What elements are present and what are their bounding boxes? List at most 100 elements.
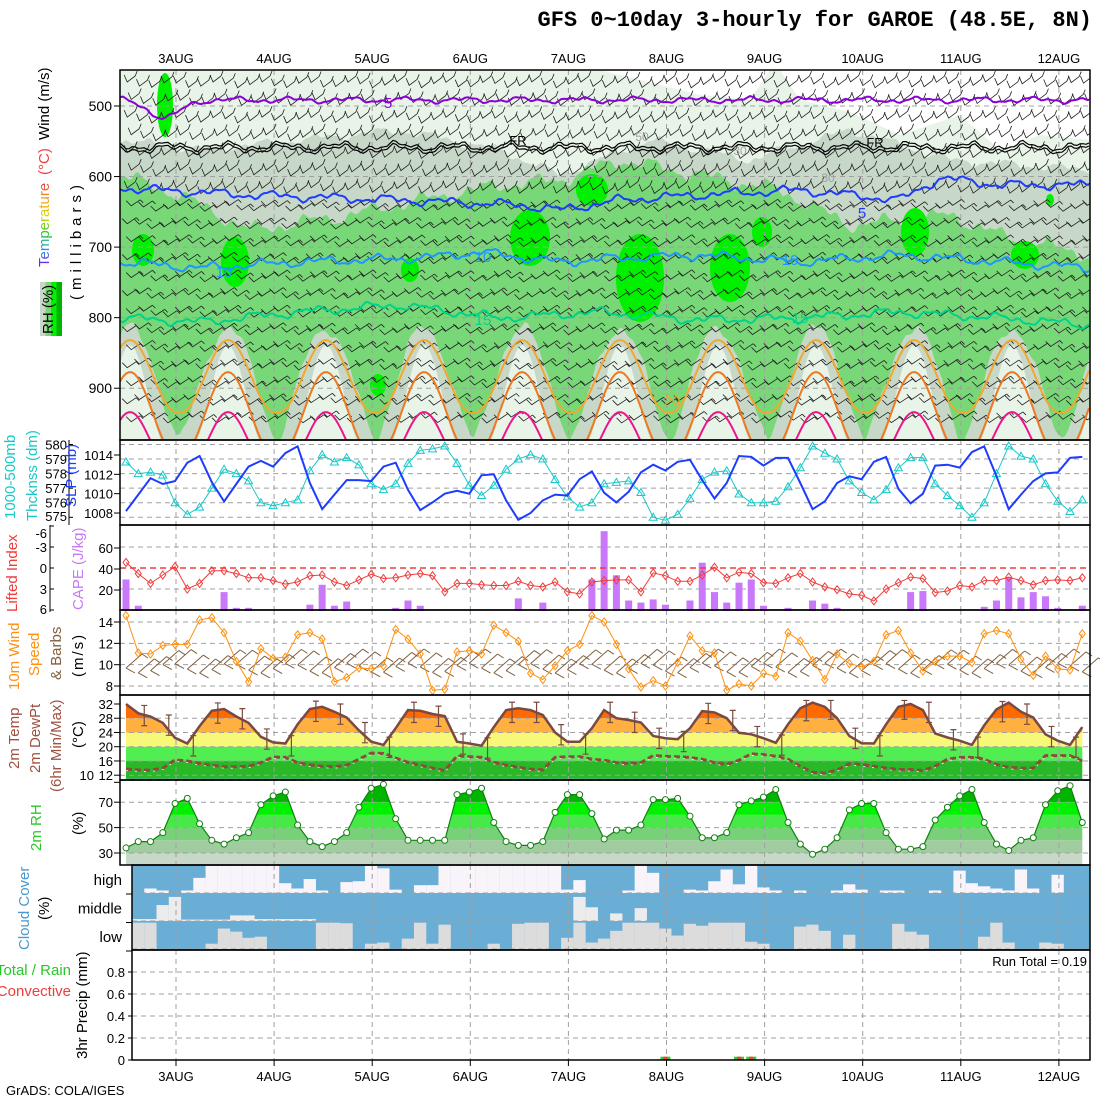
wind-barb bbox=[587, 218, 606, 225]
bottom-day-label: 10AUG bbox=[841, 1069, 884, 1084]
wind-barb bbox=[285, 274, 303, 281]
wind-barb bbox=[955, 393, 974, 401]
cloud-bar-high bbox=[561, 889, 574, 893]
wind-barb bbox=[134, 217, 152, 225]
wind-barb bbox=[761, 176, 776, 189]
cloud-bar-low bbox=[818, 930, 831, 949]
rh-above-90-area bbox=[901, 208, 929, 256]
contour-label: FR bbox=[509, 133, 526, 148]
wind-barb bbox=[330, 257, 348, 265]
wind-barb bbox=[1091, 358, 1100, 364]
wind-barb bbox=[812, 269, 831, 277]
cloud-bar-high bbox=[830, 890, 844, 893]
rh-point bbox=[845, 806, 853, 814]
wind-barb bbox=[356, 176, 371, 189]
cloud-bar-middle bbox=[303, 919, 316, 921]
thickness-point bbox=[1040, 478, 1051, 488]
surface-wind-barb bbox=[419, 652, 443, 673]
minmax-errorbar bbox=[754, 725, 761, 748]
wind-barb bbox=[1035, 123, 1049, 136]
wind-barb bbox=[591, 270, 610, 277]
thickness-point bbox=[145, 467, 156, 476]
minmax-errorbar bbox=[950, 729, 957, 751]
cape-bar bbox=[539, 602, 547, 611]
wind-speed-point bbox=[833, 649, 841, 659]
wind-barb bbox=[567, 415, 585, 423]
temp-label-1: 2m Temp bbox=[6, 707, 23, 769]
wind-barb bbox=[371, 341, 389, 349]
wind-barb bbox=[1069, 310, 1088, 317]
upper-air-panel bbox=[120, 70, 1100, 440]
wind-barb bbox=[330, 396, 348, 404]
cape-bar bbox=[686, 600, 694, 611]
wind-barb bbox=[771, 288, 790, 296]
rh-point bbox=[1017, 836, 1025, 844]
wind-barb bbox=[162, 202, 181, 210]
rh-above-90-area bbox=[401, 258, 419, 282]
wind-barb bbox=[187, 305, 205, 313]
cape-bar bbox=[747, 579, 755, 611]
rh-point bbox=[134, 838, 142, 846]
cloud-bar-high bbox=[622, 890, 635, 893]
rh-point bbox=[796, 840, 804, 848]
rh-above-90-area bbox=[1046, 194, 1054, 206]
wind-barb bbox=[636, 219, 655, 227]
wind-speed-point bbox=[588, 610, 596, 621]
wind-barb bbox=[980, 218, 998, 226]
minmax-errorbar bbox=[852, 727, 859, 750]
wind-speed-point bbox=[441, 684, 449, 695]
wind-barb bbox=[787, 275, 806, 283]
wind-barb bbox=[269, 322, 287, 330]
wind-barb bbox=[591, 340, 610, 347]
cape-bar bbox=[404, 600, 412, 611]
wind-barb bbox=[894, 324, 912, 332]
wind-speed-point bbox=[551, 660, 559, 671]
wind-barb bbox=[483, 125, 498, 137]
wind-speed-point bbox=[808, 655, 817, 666]
wind-barb bbox=[403, 252, 422, 259]
li-point bbox=[723, 572, 731, 583]
wind-barb bbox=[420, 273, 438, 281]
wind-barb bbox=[1053, 326, 1072, 334]
wind-barb bbox=[1031, 106, 1045, 118]
wind-barb bbox=[330, 292, 348, 300]
rh-point bbox=[772, 786, 780, 793]
rh-point bbox=[281, 788, 289, 796]
rh-point bbox=[870, 799, 878, 807]
wind-barb bbox=[446, 123, 461, 136]
thickness-point bbox=[587, 497, 597, 507]
wind-barb bbox=[710, 253, 728, 261]
wind-barb bbox=[710, 397, 728, 405]
wind-barb bbox=[630, 158, 645, 171]
temp-tick-label: 24 bbox=[99, 725, 113, 740]
wind-barb bbox=[943, 287, 961, 295]
wind-barb bbox=[1004, 256, 1023, 264]
wind-barb bbox=[763, 234, 782, 242]
li-point bbox=[551, 577, 559, 587]
rh-point bbox=[441, 836, 449, 844]
wind-barb bbox=[236, 238, 254, 245]
surface-wind-barb bbox=[481, 653, 504, 674]
wind-barb bbox=[334, 204, 352, 212]
wind-barb bbox=[604, 274, 622, 282]
wind-barb bbox=[900, 158, 914, 171]
wind-barb bbox=[689, 238, 708, 246]
wind-barb bbox=[1095, 341, 1100, 347]
surface-wind-barb bbox=[248, 655, 271, 676]
wind-barb bbox=[323, 127, 338, 140]
wind-barb bbox=[285, 239, 303, 247]
wind-barb bbox=[260, 271, 279, 279]
wind-barb bbox=[614, 107, 628, 120]
minmax-errorbar bbox=[582, 733, 589, 755]
wind-barb bbox=[957, 146, 972, 159]
wind-barb bbox=[836, 204, 855, 212]
wind-barb bbox=[775, 236, 794, 244]
wind-barb bbox=[563, 293, 581, 300]
thickness-point bbox=[954, 500, 965, 510]
rh-point bbox=[1029, 834, 1037, 842]
cloud-bar-high bbox=[242, 865, 255, 893]
wind-barb bbox=[698, 257, 716, 265]
wind-barb bbox=[514, 328, 532, 335]
cloud-bar-high bbox=[646, 872, 660, 893]
wind-barb bbox=[575, 217, 594, 225]
